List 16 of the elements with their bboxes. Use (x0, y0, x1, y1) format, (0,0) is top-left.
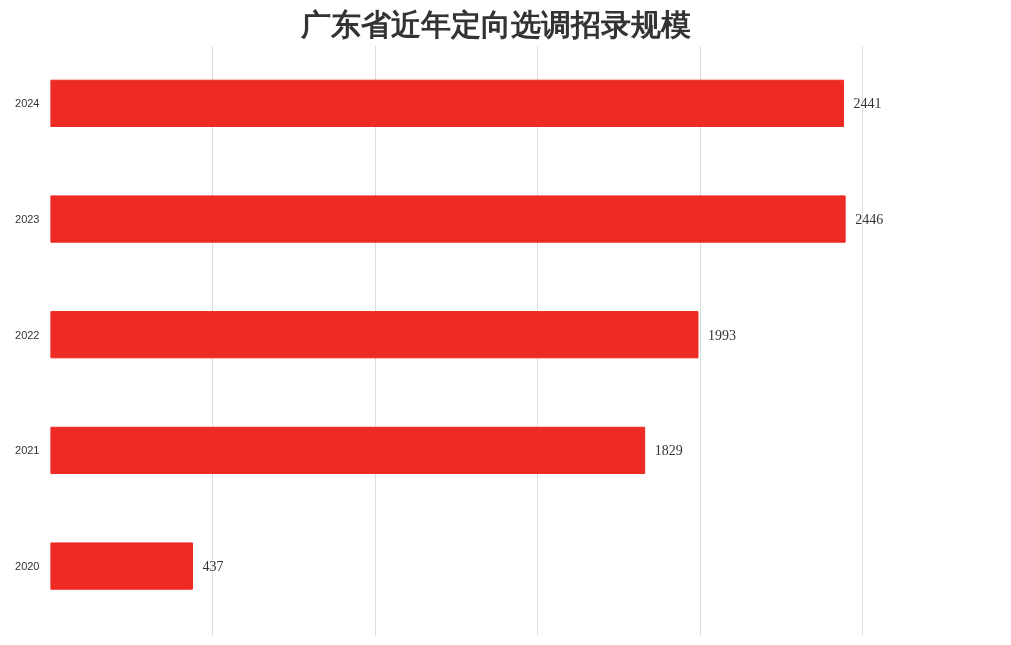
data-label: 437 (202, 559, 224, 575)
bar (50, 311, 699, 359)
data-label: 2441 (853, 96, 882, 112)
bar (50, 426, 646, 475)
bar (50, 79, 845, 127)
data-label: 1993 (707, 327, 736, 343)
data-label: 1829 (654, 443, 683, 459)
y-tick-label: 2024 (15, 97, 40, 110)
y-tick-label: 2020 (15, 560, 40, 573)
bar (50, 542, 193, 590)
y-tick-label: 2023 (15, 213, 40, 226)
y-tick-label: 2022 (15, 328, 40, 341)
bar (50, 195, 846, 243)
y-tick-label: 2021 (15, 444, 40, 457)
chart-title: 广东省近年定向选调招录规模 (299, 7, 691, 41)
data-label: 2446 (855, 212, 884, 228)
